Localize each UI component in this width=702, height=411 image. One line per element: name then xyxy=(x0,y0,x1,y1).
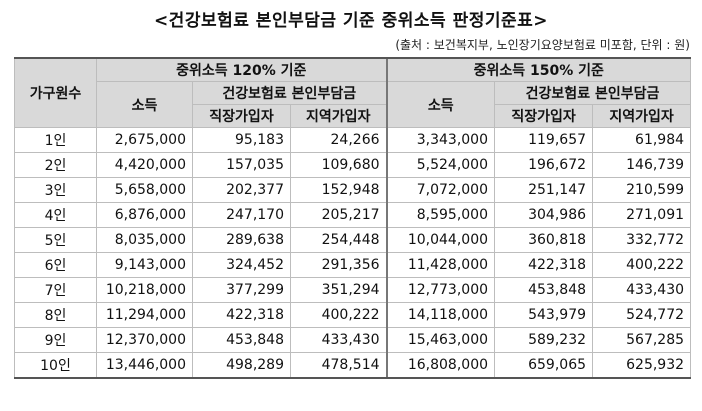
table-row: 6인 9,143,000 324,452 291,356 11,428,000 422,3… xyxy=(14,252,692,278)
regional-150-cell: 210,599 xyxy=(592,177,692,203)
workplace-150-cell: 360,818 xyxy=(494,227,594,253)
household-size-cell: 2인 xyxy=(14,152,97,178)
workplace-120-cell: 324,452 xyxy=(192,252,291,278)
regional-150-cell: 567,285 xyxy=(592,327,692,353)
table-row: 4인 6,876,000 247,170 205,217 8,595,000 304,98… xyxy=(14,202,692,228)
regional-120-cell: 152,948 xyxy=(289,177,388,203)
workplace-120-cell: 95,183 xyxy=(192,127,291,153)
workplace-120-cell: 247,170 xyxy=(192,202,291,228)
regional-120-cell: 254,448 xyxy=(289,227,388,253)
workplace-150-cell: 453,848 xyxy=(494,277,594,303)
household-size-cell: 5인 xyxy=(14,227,97,253)
workplace-150-cell: 251,147 xyxy=(494,177,594,203)
workplace-120-header: 직장가입자 xyxy=(192,104,291,128)
income-150-cell: 5,524,000 xyxy=(385,152,496,178)
workplace-120-cell: 289,638 xyxy=(192,227,291,253)
income-150-cell: 14,118,000 xyxy=(385,302,496,328)
workplace-150-cell: 659,065 xyxy=(494,352,594,379)
income-150-cell: 3,343,000 xyxy=(385,127,496,153)
regional-120-cell: 478,514 xyxy=(289,352,388,379)
income-150-cell: 16,808,000 xyxy=(385,352,496,379)
regional-120-cell: 205,217 xyxy=(289,202,388,228)
regional-120-cell: 400,222 xyxy=(289,302,388,328)
income-120-cell: 8,035,000 xyxy=(96,227,193,253)
household-size-cell: 4인 xyxy=(14,202,97,228)
income-120-cell: 13,446,000 xyxy=(96,352,193,379)
regional-150-cell: 625,932 xyxy=(592,352,692,379)
table-body: 1인 2,675,000 95,183 24,266 3,343,000 119,657 6… xyxy=(14,127,692,379)
household-size-cell: 3인 xyxy=(14,177,97,203)
household-size-cell: 7인 xyxy=(14,277,97,303)
workplace-120-cell: 377,299 xyxy=(192,277,291,303)
income-120-cell: 12,370,000 xyxy=(96,327,193,353)
income-120-cell: 4,420,000 xyxy=(96,152,193,178)
regional-120-cell: 109,680 xyxy=(289,152,388,178)
regional-120-cell: 291,356 xyxy=(289,252,388,278)
workplace-150-header: 직장가입자 xyxy=(494,104,594,128)
income-120-cell: 10,218,000 xyxy=(96,277,193,303)
regional-150-header: 지역가입자 xyxy=(592,104,692,128)
workplace-150-cell: 304,986 xyxy=(494,202,594,228)
workplace-150-cell: 196,672 xyxy=(494,152,594,178)
regional-150-cell: 524,772 xyxy=(592,302,692,328)
source-note: (출처 : 보건복지부, 노인장기요양보험료 미포함, 단위 : 원) xyxy=(395,38,690,52)
regional-120-cell: 24,266 xyxy=(289,127,388,153)
income-120-cell: 11,294,000 xyxy=(96,302,193,328)
household-size-cell: 6인 xyxy=(14,252,97,278)
regional-150-cell: 332,772 xyxy=(592,227,692,253)
workplace-120-cell: 202,377 xyxy=(192,177,291,203)
table-row: 1인 2,675,000 95,183 24,266 3,343,000 119,657 6… xyxy=(14,127,692,153)
group-120-header: 중위소득 120% 기준 xyxy=(95,57,388,82)
workplace-150-cell: 543,979 xyxy=(494,302,594,328)
regional-150-cell: 146,739 xyxy=(592,152,692,178)
table-row: 2인 4,420,000 157,035 109,680 5,524,000 196,67… xyxy=(14,152,692,178)
income-150-cell: 12,773,000 xyxy=(385,277,496,303)
household-size-cell: 8인 xyxy=(14,302,97,328)
workplace-150-cell: 119,657 xyxy=(494,127,594,153)
document-title: <건강보험료 본인부담금 기준 중위소득 판정기준표> xyxy=(153,11,549,31)
workplace-120-cell: 498,289 xyxy=(192,352,291,379)
regional-150-cell: 61,984 xyxy=(592,127,692,153)
household-size-cell: 9인 xyxy=(14,327,97,353)
regional-120-cell: 433,430 xyxy=(289,327,388,353)
income-120-cell: 5,658,000 xyxy=(96,177,193,203)
workplace-120-cell: 422,318 xyxy=(192,302,291,328)
income-criteria-table: 가구원수 중위소득 120% 기준 중위소득 150% 기준 소득 건강보험료 … xyxy=(14,57,692,379)
income-150-cell: 11,428,000 xyxy=(385,252,496,278)
workplace-150-cell: 422,318 xyxy=(494,252,594,278)
income-150-header: 소득 xyxy=(385,81,496,128)
income-150-cell: 10,044,000 xyxy=(385,227,496,253)
regional-120-header: 지역가입자 xyxy=(289,104,388,128)
household-size-cell: 10인 xyxy=(14,352,97,379)
premium-150-header: 건강보험료 본인부담금 xyxy=(494,81,692,105)
table-row: 3인 5,658,000 202,377 152,948 7,072,000 251,14… xyxy=(14,177,692,203)
table-row: 10인 13,446,000 498,289 478,514 16,808,000 659… xyxy=(14,352,692,379)
table-row: 7인 10,218,000 377,299 351,294 12,773,000 453,… xyxy=(14,277,692,303)
workplace-120-cell: 453,848 xyxy=(192,327,291,353)
table-row: 9인 12,370,000 453,848 433,430 15,463,000 589,… xyxy=(14,327,692,353)
income-150-cell: 7,072,000 xyxy=(385,177,496,203)
workplace-150-cell: 589,232 xyxy=(494,327,594,353)
income-120-cell: 6,876,000 xyxy=(96,202,193,228)
income-150-cell: 15,463,000 xyxy=(385,327,496,353)
income-150-cell: 8,595,000 xyxy=(385,202,496,228)
group-150-header: 중위소득 150% 기준 xyxy=(385,57,692,82)
regional-150-cell: 400,222 xyxy=(592,252,692,278)
premium-120-header: 건강보험료 본인부담금 xyxy=(191,81,388,105)
income-120-cell: 9,143,000 xyxy=(96,252,193,278)
regional-150-cell: 433,430 xyxy=(592,277,692,303)
income-120-header: 소득 xyxy=(96,81,193,128)
table-row: 8인 11,294,000 422,318 400,222 14,118,000 543,… xyxy=(14,302,692,328)
regional-150-cell: 271,091 xyxy=(592,202,692,228)
workplace-120-cell: 157,035 xyxy=(192,152,291,178)
regional-120-cell: 351,294 xyxy=(289,277,388,303)
household-size-cell: 1인 xyxy=(14,127,97,153)
income-120-cell: 2,675,000 xyxy=(96,127,193,153)
household-size-header: 가구원수 xyxy=(14,57,97,128)
table-row: 5인 8,035,000 289,638 254,448 10,044,000 360,8… xyxy=(14,227,692,253)
